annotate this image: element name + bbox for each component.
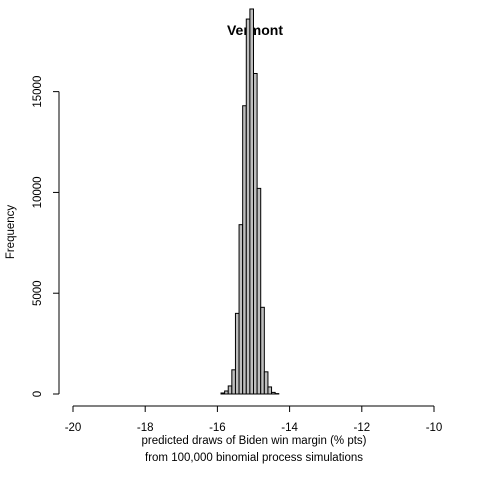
histogram-bars xyxy=(220,8,280,395)
histogram-bar-2 xyxy=(224,390,229,395)
histogram-bar-10 xyxy=(253,72,258,395)
histogram-bar-15 xyxy=(271,391,276,395)
x-axis: -20 -18 -16 -14 -12 -10 xyxy=(65,405,443,434)
x-tick-label-3: -16 xyxy=(209,422,226,434)
x-axis-label-line2: from 100,000 binomial process simulation… xyxy=(145,452,363,464)
histogram-bar-12 xyxy=(260,306,265,395)
histogram-bar-14 xyxy=(267,386,273,395)
y-axis-label: Frequency xyxy=(5,205,17,260)
histogram-bar-11 xyxy=(256,187,262,395)
x-tick-label-2: -18 xyxy=(137,422,154,434)
histogram-bar-1 xyxy=(220,392,226,395)
x-tick-label-1: -20 xyxy=(65,422,82,434)
histogram-bar-7 xyxy=(242,105,247,395)
histogram-bar-6 xyxy=(238,224,244,395)
histogram-bar-4 xyxy=(231,369,236,395)
x-tick-label-5: -12 xyxy=(353,422,370,434)
y-tick-label-1: 0 xyxy=(32,391,44,397)
chart-title: Vermont xyxy=(227,22,283,38)
histogram-bar-8 xyxy=(245,18,251,395)
y-tick-label-3: 10000 xyxy=(32,176,44,208)
y-axis: 0 5000 10000 15000 xyxy=(32,76,60,397)
histogram-bar-13 xyxy=(263,371,269,395)
histogram-bar-9 xyxy=(249,8,254,395)
histogram-bar-3 xyxy=(227,385,233,395)
histogram-bar-5 xyxy=(234,312,240,395)
x-tick-label-4: -14 xyxy=(281,422,298,434)
x-tick-label-6: -10 xyxy=(426,422,443,434)
y-tick-label-2: 5000 xyxy=(32,280,44,306)
x-axis-label-line1: predicted draws of Biden win margin (% p… xyxy=(142,435,367,447)
y-tick-label-4: 15000 xyxy=(32,76,44,108)
